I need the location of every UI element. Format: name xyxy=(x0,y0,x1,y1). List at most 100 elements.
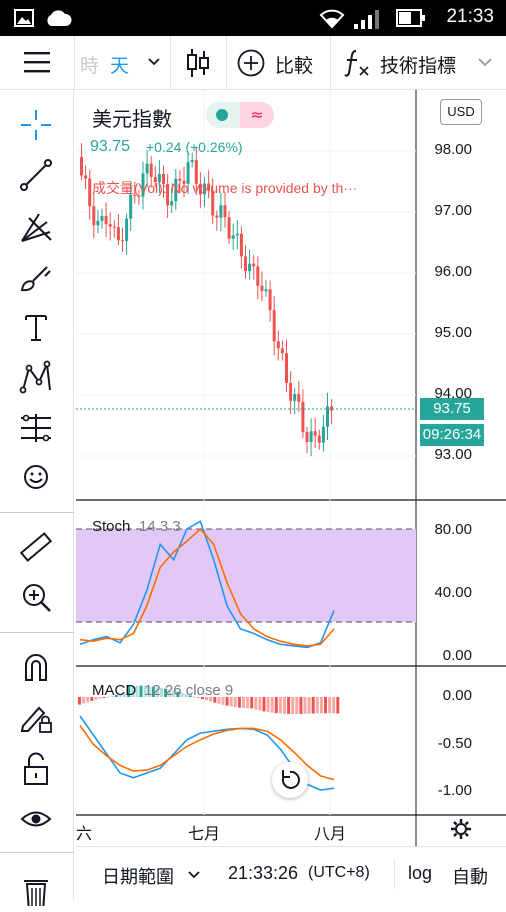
text-icon xyxy=(25,315,47,341)
macd-histogram-bar xyxy=(119,694,122,697)
candle-body xyxy=(235,233,239,236)
macd-histogram-bar xyxy=(250,697,254,709)
price-axis-label: 98.00 xyxy=(434,141,472,158)
chevron-down-icon[interactable] xyxy=(148,58,160,66)
zoom-tool[interactable] xyxy=(0,572,74,620)
ruler-tool[interactable] xyxy=(0,522,74,570)
measure-lines-icon xyxy=(21,414,51,442)
interval-option-hour[interactable]: 時 xyxy=(80,56,100,77)
stoch-params: 14 3 3 xyxy=(139,518,181,535)
reset-chart-button[interactable] xyxy=(272,762,308,798)
timezone[interactable]: (UTC+8) xyxy=(308,864,370,881)
macd-histogram-bar xyxy=(205,697,209,701)
indicators-button[interactable]: 技術指標 xyxy=(380,56,457,77)
candle-body xyxy=(129,194,133,219)
trendline-icon xyxy=(20,159,52,191)
stoch-d-line xyxy=(79,527,335,647)
candle-body xyxy=(239,233,243,257)
drawing-toolbar xyxy=(0,90,74,906)
macd-histogram-bar xyxy=(90,697,94,701)
macd-label[interactable]: MACD xyxy=(92,682,137,699)
date-range-button[interactable]: 日期範圍 xyxy=(102,867,174,887)
fib-tool[interactable] xyxy=(0,202,74,250)
macd-histogram-bar xyxy=(311,697,315,714)
macd-signal-line xyxy=(79,725,335,781)
trendline-tool[interactable] xyxy=(0,150,74,198)
delay-icon: ≈ xyxy=(240,102,274,128)
symbol-status-badge[interactable]: ≈ xyxy=(206,102,274,128)
visibility-tool[interactable] xyxy=(0,794,74,842)
clock[interactable]: 21:33:26 xyxy=(228,863,299,883)
candle-body xyxy=(203,183,206,195)
crosshair-icon xyxy=(21,110,51,140)
crosshair-tool[interactable] xyxy=(0,100,74,148)
candle-body xyxy=(84,175,88,179)
macd-histogram-bar xyxy=(324,697,327,714)
toolbar-divider xyxy=(74,36,75,90)
macd-histogram-bar xyxy=(172,690,176,697)
macd-histogram-bar xyxy=(98,697,102,699)
brush-icon xyxy=(20,266,51,292)
macd-histogram-bar xyxy=(180,692,184,697)
compare-button[interactable]: 比較 xyxy=(275,56,314,77)
candle-body xyxy=(125,218,129,242)
settings-icon[interactable] xyxy=(450,818,472,840)
market-open-dot xyxy=(216,109,228,121)
stoch-label[interactable]: Stoch xyxy=(92,518,131,535)
candle-body xyxy=(301,401,305,433)
macd-histogram-bar xyxy=(307,697,311,714)
delete-tool[interactable] xyxy=(0,864,74,912)
candle-body xyxy=(313,431,317,436)
brush-tool[interactable] xyxy=(0,252,74,300)
log-toggle[interactable]: log xyxy=(408,863,433,883)
cloud-icon xyxy=(47,10,72,26)
macd-axis-label: -0.50 xyxy=(437,735,472,752)
auto-scale-toggle[interactable]: 自動 xyxy=(452,867,488,887)
plus-circle-icon[interactable] xyxy=(237,49,265,77)
candle-style-icon[interactable] xyxy=(186,49,210,77)
stoch-k-line xyxy=(79,520,335,649)
chart-canvas[interactable] xyxy=(76,90,506,846)
candle-body xyxy=(227,217,231,239)
countdown-tag: 09:26:34 xyxy=(420,424,484,446)
time-axis-label: 八月 xyxy=(314,826,347,843)
macd-histogram-bar xyxy=(328,697,332,714)
interval-option-day[interactable]: 天 xyxy=(110,56,130,77)
magnet-tool[interactable] xyxy=(0,642,74,690)
lock-tool[interactable] xyxy=(0,744,74,792)
macd-histogram-bar xyxy=(237,697,241,708)
macd-histogram-bar xyxy=(217,697,221,704)
emoji-tool[interactable] xyxy=(0,452,74,500)
chart-area[interactable]: 美元指數 ≈ 93.75 +0.24 (+0.26%) 成交量(Vol): No… xyxy=(76,90,506,867)
lock-drawing-tool[interactable] xyxy=(0,692,74,740)
function-icon[interactable] xyxy=(344,49,370,77)
prediction-tool[interactable] xyxy=(0,402,74,450)
macd-axis-label: -1.00 xyxy=(437,782,472,799)
price-change: +0.24 (+0.26%) xyxy=(146,139,243,155)
chevron-down-icon[interactable] xyxy=(188,871,200,879)
candle-body xyxy=(149,163,153,177)
macd-histogram-bar xyxy=(221,697,225,705)
last-price-tag: 93.75 xyxy=(420,398,484,420)
pattern-tool[interactable] xyxy=(0,352,74,400)
symbol-name[interactable]: 美元指數 xyxy=(92,109,172,131)
macd-histogram-bar xyxy=(246,697,250,709)
candle-body xyxy=(88,178,92,207)
candle-body xyxy=(272,310,276,342)
macd-histogram-bar xyxy=(188,695,192,697)
price-axis-label: 93.00 xyxy=(434,446,472,463)
candle-body xyxy=(104,216,108,225)
candle-body xyxy=(248,263,252,272)
candle-body xyxy=(178,178,182,181)
unlock-icon xyxy=(24,752,48,785)
candle-body xyxy=(80,157,83,176)
text-tool[interactable] xyxy=(0,302,74,350)
macd-histogram-bar xyxy=(123,693,127,697)
menu-icon[interactable] xyxy=(24,50,50,76)
chevron-down-icon[interactable] xyxy=(478,58,492,66)
currency-button[interactable]: USD xyxy=(440,99,482,125)
zoom-in-icon xyxy=(23,584,51,612)
macd-histogram-bar xyxy=(86,697,90,703)
macd-histogram-bar xyxy=(196,697,200,698)
macd-histogram-bar xyxy=(225,697,229,706)
